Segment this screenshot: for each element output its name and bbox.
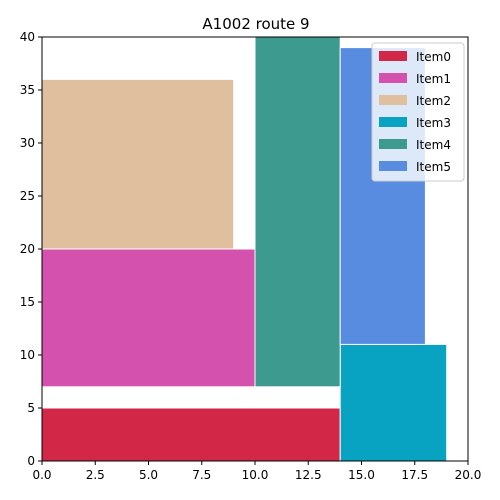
legend-swatch bbox=[379, 95, 407, 105]
x-tick-label: 20.0 bbox=[455, 468, 482, 482]
y-tick-label: 35 bbox=[20, 83, 35, 97]
y-tick-label: 25 bbox=[20, 189, 35, 203]
y-tick-label: 0 bbox=[27, 454, 35, 468]
legend-label: Item4 bbox=[416, 138, 451, 152]
legend-swatch bbox=[379, 139, 407, 149]
legend-label: Item0 bbox=[416, 50, 451, 64]
rect-item2 bbox=[41, 78, 235, 250]
legend-label: Item5 bbox=[416, 160, 451, 174]
y-tick-label: 40 bbox=[20, 30, 35, 44]
x-tick-label: 5.0 bbox=[139, 468, 158, 482]
x-tick-label: 0.0 bbox=[32, 468, 51, 482]
legend-swatch bbox=[379, 161, 407, 171]
legend-swatch bbox=[379, 117, 407, 127]
rect-item3 bbox=[339, 343, 448, 462]
x-tick-label: 15.0 bbox=[348, 468, 375, 482]
x-tick-label: 10.0 bbox=[242, 468, 269, 482]
legend-swatch bbox=[379, 73, 407, 83]
y-tick-label: 15 bbox=[20, 295, 35, 309]
rect-item0 bbox=[41, 407, 341, 462]
y-tick-label: 5 bbox=[27, 401, 35, 415]
rect-item1 bbox=[41, 248, 256, 388]
y-tick-label: 20 bbox=[20, 242, 35, 256]
x-tick-label: 12.5 bbox=[295, 468, 322, 482]
legend-label: Item1 bbox=[416, 72, 451, 86]
legend: Item0 Item1 Item2 Item3 Item4 Item5 bbox=[371, 42, 465, 182]
legend-label: Item3 bbox=[416, 116, 451, 130]
legend-swatch bbox=[379, 51, 407, 61]
x-tick-label: 7.5 bbox=[192, 468, 211, 482]
y-tick-label: 10 bbox=[20, 348, 35, 362]
x-tick-label: 2.5 bbox=[86, 468, 105, 482]
rect-item4 bbox=[254, 36, 341, 388]
x-tick-label: 17.5 bbox=[401, 468, 428, 482]
y-tick-label: 30 bbox=[20, 136, 35, 150]
axes: 0.0 2.5 5.0 7.5 10.0 12.5 15.0 17.5 20.0 0 5 10 15 20… bbox=[20, 30, 482, 482]
legend-label: Item2 bbox=[416, 94, 451, 108]
chart-title: A1002 route 9 bbox=[202, 15, 309, 33]
